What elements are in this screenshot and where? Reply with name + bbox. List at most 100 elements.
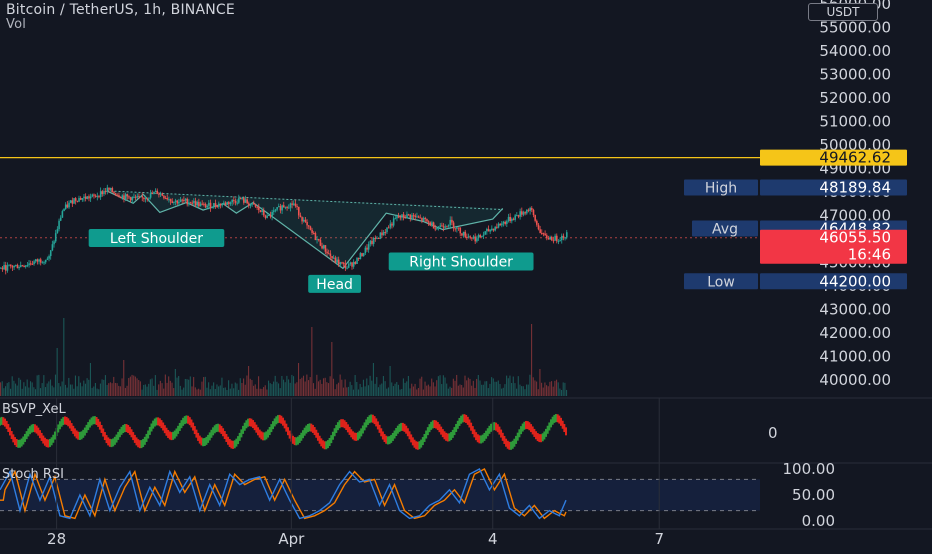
volume-bar: [283, 379, 285, 396]
price-axis-tick: 43000.00: [819, 301, 891, 319]
volume-bar: [472, 380, 474, 396]
volume-bar: [396, 382, 398, 396]
volume-bar: [442, 375, 444, 396]
volume-bar: [204, 376, 206, 396]
candle-body: [399, 217, 402, 219]
candle-body: [374, 238, 377, 240]
volume-bar: [431, 378, 433, 396]
candle-body: [256, 206, 258, 208]
volume-bar: [506, 375, 508, 396]
candle-body: [213, 203, 215, 208]
candle-body: [414, 215, 417, 217]
candle-body: [514, 215, 516, 220]
resistance-price-label-value: 49462.62: [819, 149, 891, 167]
candle-body: [502, 221, 505, 224]
candle-body: [158, 193, 160, 195]
volume-bar: [171, 382, 173, 396]
candle-body: [56, 229, 59, 234]
volume-bar: [71, 384, 73, 396]
volume-bar: [392, 386, 394, 396]
candle-body: [476, 238, 478, 242]
candle-body: [526, 209, 528, 214]
volume-bar: [196, 389, 198, 396]
candle-body: [484, 231, 487, 235]
candle-body: [547, 237, 550, 240]
candle-body: [54, 233, 57, 242]
candle-body: [246, 199, 248, 204]
volume-bar: [234, 382, 236, 396]
candle-body: [201, 203, 204, 205]
volume-bar: [34, 389, 37, 396]
candle-body: [189, 202, 192, 204]
candle-body: [221, 203, 224, 206]
candle-body: [546, 235, 548, 238]
candle-body: [1, 267, 4, 270]
volume-bar: [476, 378, 478, 396]
last-price-label-value: 46055.50: [819, 229, 891, 247]
volume-bar: [434, 386, 436, 396]
low-price-label-box: [760, 273, 907, 290]
candle-body: [109, 188, 112, 190]
volume-bar: [302, 375, 305, 396]
candle-body: [521, 211, 523, 215]
candle-body: [387, 227, 390, 229]
candle-body: [457, 227, 460, 229]
volume-bar: [229, 388, 231, 396]
volume-bar: [386, 388, 388, 396]
volume-bar: [253, 385, 255, 396]
candle-body: [422, 217, 425, 221]
volume-bar: [244, 384, 246, 396]
volume-bar: [276, 381, 278, 396]
volume-bar: [504, 384, 506, 396]
candle-body: [278, 206, 280, 208]
volume-bar: [416, 389, 418, 396]
avg-tag-box: [692, 220, 758, 237]
candle-body: [426, 219, 428, 222]
volume-bar: [116, 383, 118, 396]
volume-bar: [8, 382, 10, 396]
candle-body: [159, 193, 162, 195]
volume-bar: [449, 386, 451, 396]
volume-bar: [149, 379, 151, 396]
volume-bar: [519, 384, 521, 396]
candle-body: [371, 240, 373, 244]
volume-bar: [226, 389, 228, 396]
volume-bar: [546, 385, 548, 396]
candle-body: [214, 203, 217, 206]
candle-body: [377, 237, 380, 239]
volume-bar: [228, 380, 230, 396]
candle-body: [3, 265, 5, 270]
volume-bar: [33, 387, 35, 396]
candle-body: [362, 253, 365, 257]
candle-body: [302, 219, 305, 222]
volume-bar: [48, 381, 50, 396]
volume-bar: [259, 388, 261, 396]
candle-body: [156, 190, 159, 194]
candle-body: [259, 210, 262, 213]
volume-bar: [139, 381, 141, 396]
candle-body: [291, 203, 293, 205]
volume-bar: [287, 379, 290, 396]
candle-body: [336, 259, 338, 263]
candle-body: [151, 192, 154, 194]
volume-bar: [166, 382, 168, 396]
candle-body: [13, 265, 15, 268]
last-price-label-box: [760, 229, 907, 264]
volume-bar: [58, 383, 60, 396]
volume-bar: [522, 386, 524, 396]
candle-body: [297, 206, 300, 216]
volume-bar: [531, 324, 533, 396]
candle-body: [198, 201, 200, 207]
volume-bar: [367, 385, 369, 396]
candle-body: [121, 195, 124, 198]
candle-body: [326, 251, 328, 254]
volume-bar: [238, 389, 240, 396]
currency-unit[interactable]: USDT: [808, 3, 878, 21]
candle-body: [452, 222, 455, 229]
candle-body: [492, 228, 495, 231]
candle-body: [497, 223, 500, 228]
candle-body: [176, 200, 179, 204]
volume-bar: [178, 376, 180, 396]
